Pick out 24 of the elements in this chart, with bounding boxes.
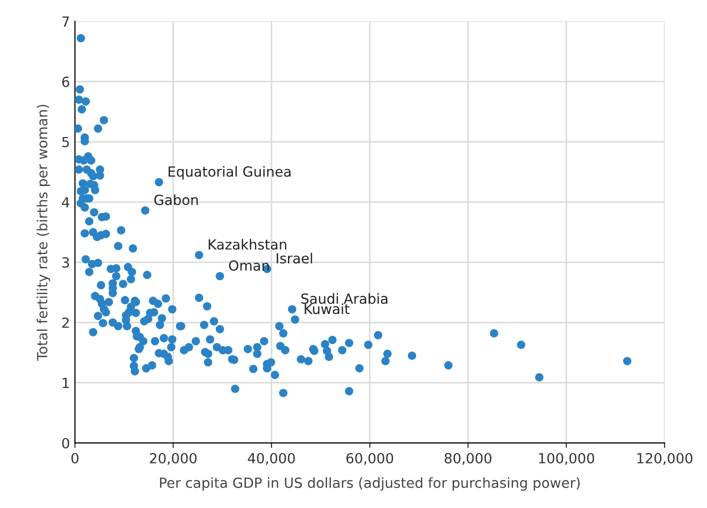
y-tick-label: 1 xyxy=(62,378,69,388)
annotation: Gabon xyxy=(154,194,198,206)
annotation: Kuwait xyxy=(304,303,350,314)
x-tick-label: 20,000 xyxy=(150,452,197,465)
x-tick-label: 0 xyxy=(71,452,78,464)
y-tick-label: 3 xyxy=(62,257,69,268)
x-tick-label: 60,000 xyxy=(346,452,394,465)
y-tick-label: 2 xyxy=(62,317,69,328)
x-tick-label: 120,000 xyxy=(637,452,692,465)
x-axis-title: Per capita GDP in US dollars (adjusted for purchasing power) xyxy=(160,477,580,491)
x-tick-label: 80,000 xyxy=(444,452,492,465)
annotation: Kazakhstan xyxy=(208,238,286,250)
annotation: Saudi Arabia xyxy=(301,293,388,304)
y-tick-label: 0 xyxy=(62,438,70,448)
annotation: Equatorial Guinea xyxy=(168,166,291,180)
y-tick-label: 5 xyxy=(62,136,69,148)
annotation: Oman xyxy=(229,260,269,271)
y-tick-label: 7 xyxy=(62,16,69,27)
y-axis-title: Total fertility rate (births per woman) xyxy=(36,104,50,361)
y-tick-label: 6 xyxy=(62,76,70,88)
annotation: Israel xyxy=(276,252,312,264)
y-tick-label: 4 xyxy=(62,197,70,208)
x-tick-label: 100,000 xyxy=(539,452,594,465)
x-tick-label: 40,000 xyxy=(248,452,295,465)
